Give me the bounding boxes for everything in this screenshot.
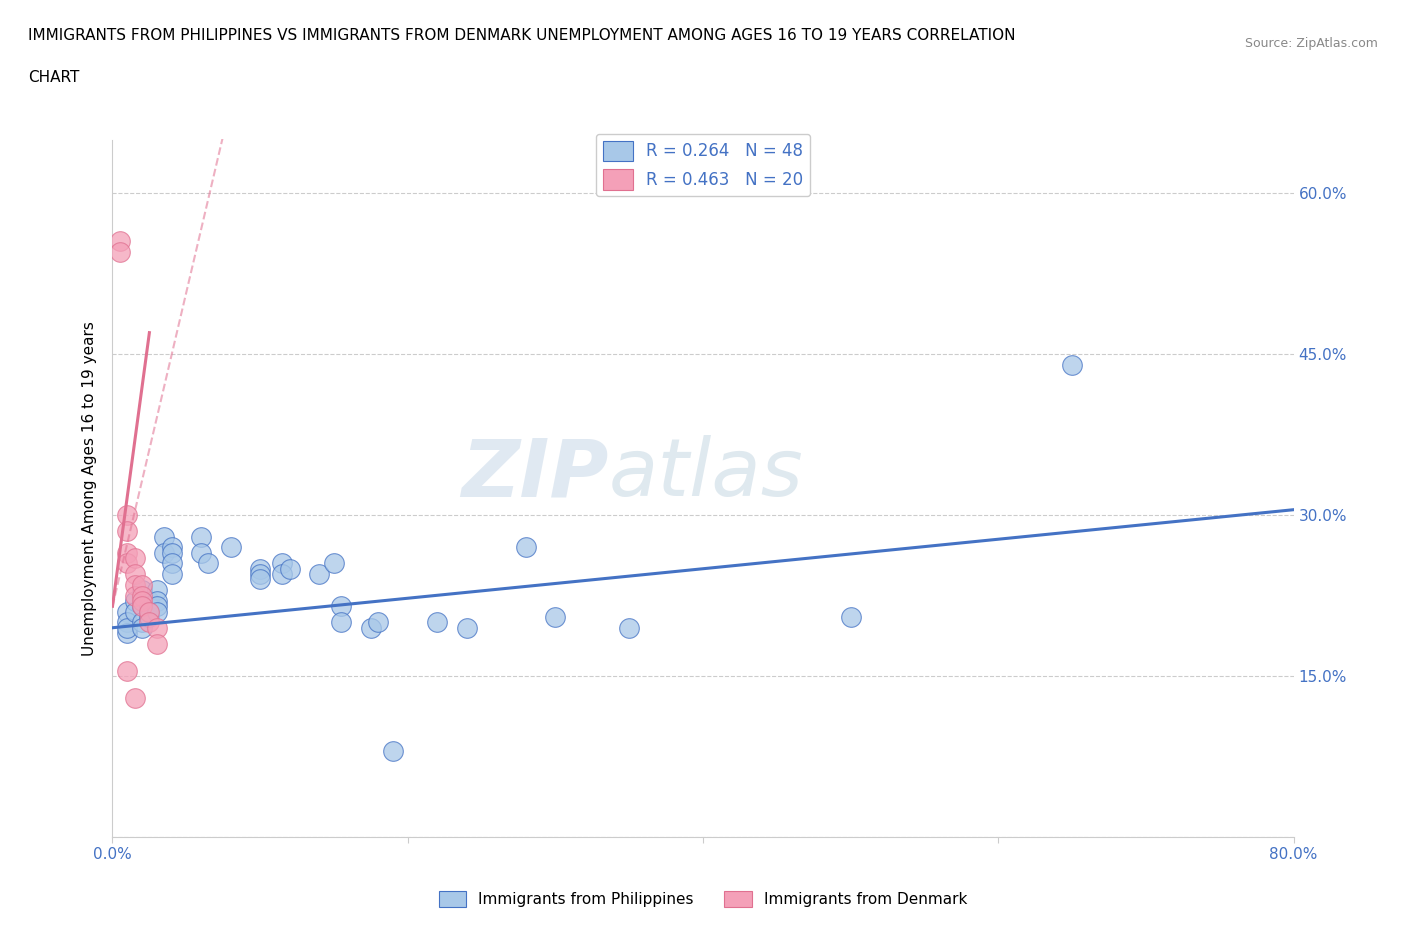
Point [138,593,160,608]
Point [124,566,146,581]
Point [131,588,153,603]
Point [146,636,169,651]
Point [117,524,138,538]
Point [367,615,389,630]
Point [117,604,138,619]
Point [271,566,294,581]
Legend: Immigrants from Philippines, Immigrants from Denmark: Immigrants from Philippines, Immigrants … [433,884,973,913]
Point [160,545,183,560]
Point [117,626,138,641]
Point [124,593,146,608]
Point [124,588,146,603]
Point [131,620,153,635]
Point [197,556,219,571]
Point [619,620,641,635]
Point [544,609,567,624]
Point [146,583,169,598]
Point [456,620,478,635]
Point [138,604,160,619]
Point [323,556,346,571]
Point [131,593,153,608]
Point [146,593,169,608]
Point [249,572,271,587]
Point [124,604,146,619]
Point [108,245,131,259]
Point [146,604,169,619]
Text: Source: ZipAtlas.com: Source: ZipAtlas.com [1244,37,1378,50]
Point [160,566,183,581]
Point [249,562,271,577]
Point [330,599,353,614]
Text: ZIP: ZIP [461,435,609,513]
Point [271,556,294,571]
Point [131,599,153,614]
Point [117,615,138,630]
Point [190,529,212,544]
Point [138,604,160,619]
Point [131,583,153,598]
Point [426,615,449,630]
Point [131,599,153,614]
Y-axis label: Unemployment Among Ages 16 to 19 years: Unemployment Among Ages 16 to 19 years [82,321,97,656]
Point [249,566,271,581]
Point [117,556,138,571]
Point [382,744,405,759]
Point [117,620,138,635]
Point [219,539,242,554]
Point [131,615,153,630]
Point [124,690,146,705]
Point [124,551,146,565]
Point [138,615,160,630]
Point [360,620,382,635]
Point [138,609,160,624]
Point [108,234,131,249]
Point [515,539,537,554]
Point [278,562,301,577]
Point [138,599,160,614]
Point [146,599,169,614]
Point [124,578,146,592]
Text: IMMIGRANTS FROM PHILIPPINES VS IMMIGRANTS FROM DENMARK UNEMPLOYMENT AMONG AGES 1: IMMIGRANTS FROM PHILIPPINES VS IMMIGRANT… [28,28,1015,43]
Point [153,529,176,544]
Point [330,615,353,630]
Point [117,545,138,560]
Text: atlas: atlas [609,435,803,513]
Point [190,545,212,560]
Point [308,566,330,581]
Point [117,508,138,523]
Point [160,539,183,554]
Point [1062,357,1084,372]
Point [131,578,153,592]
Point [146,620,169,635]
Point [153,545,176,560]
Point [117,663,138,678]
Point [160,556,183,571]
Text: CHART: CHART [28,70,80,85]
Point [839,609,862,624]
